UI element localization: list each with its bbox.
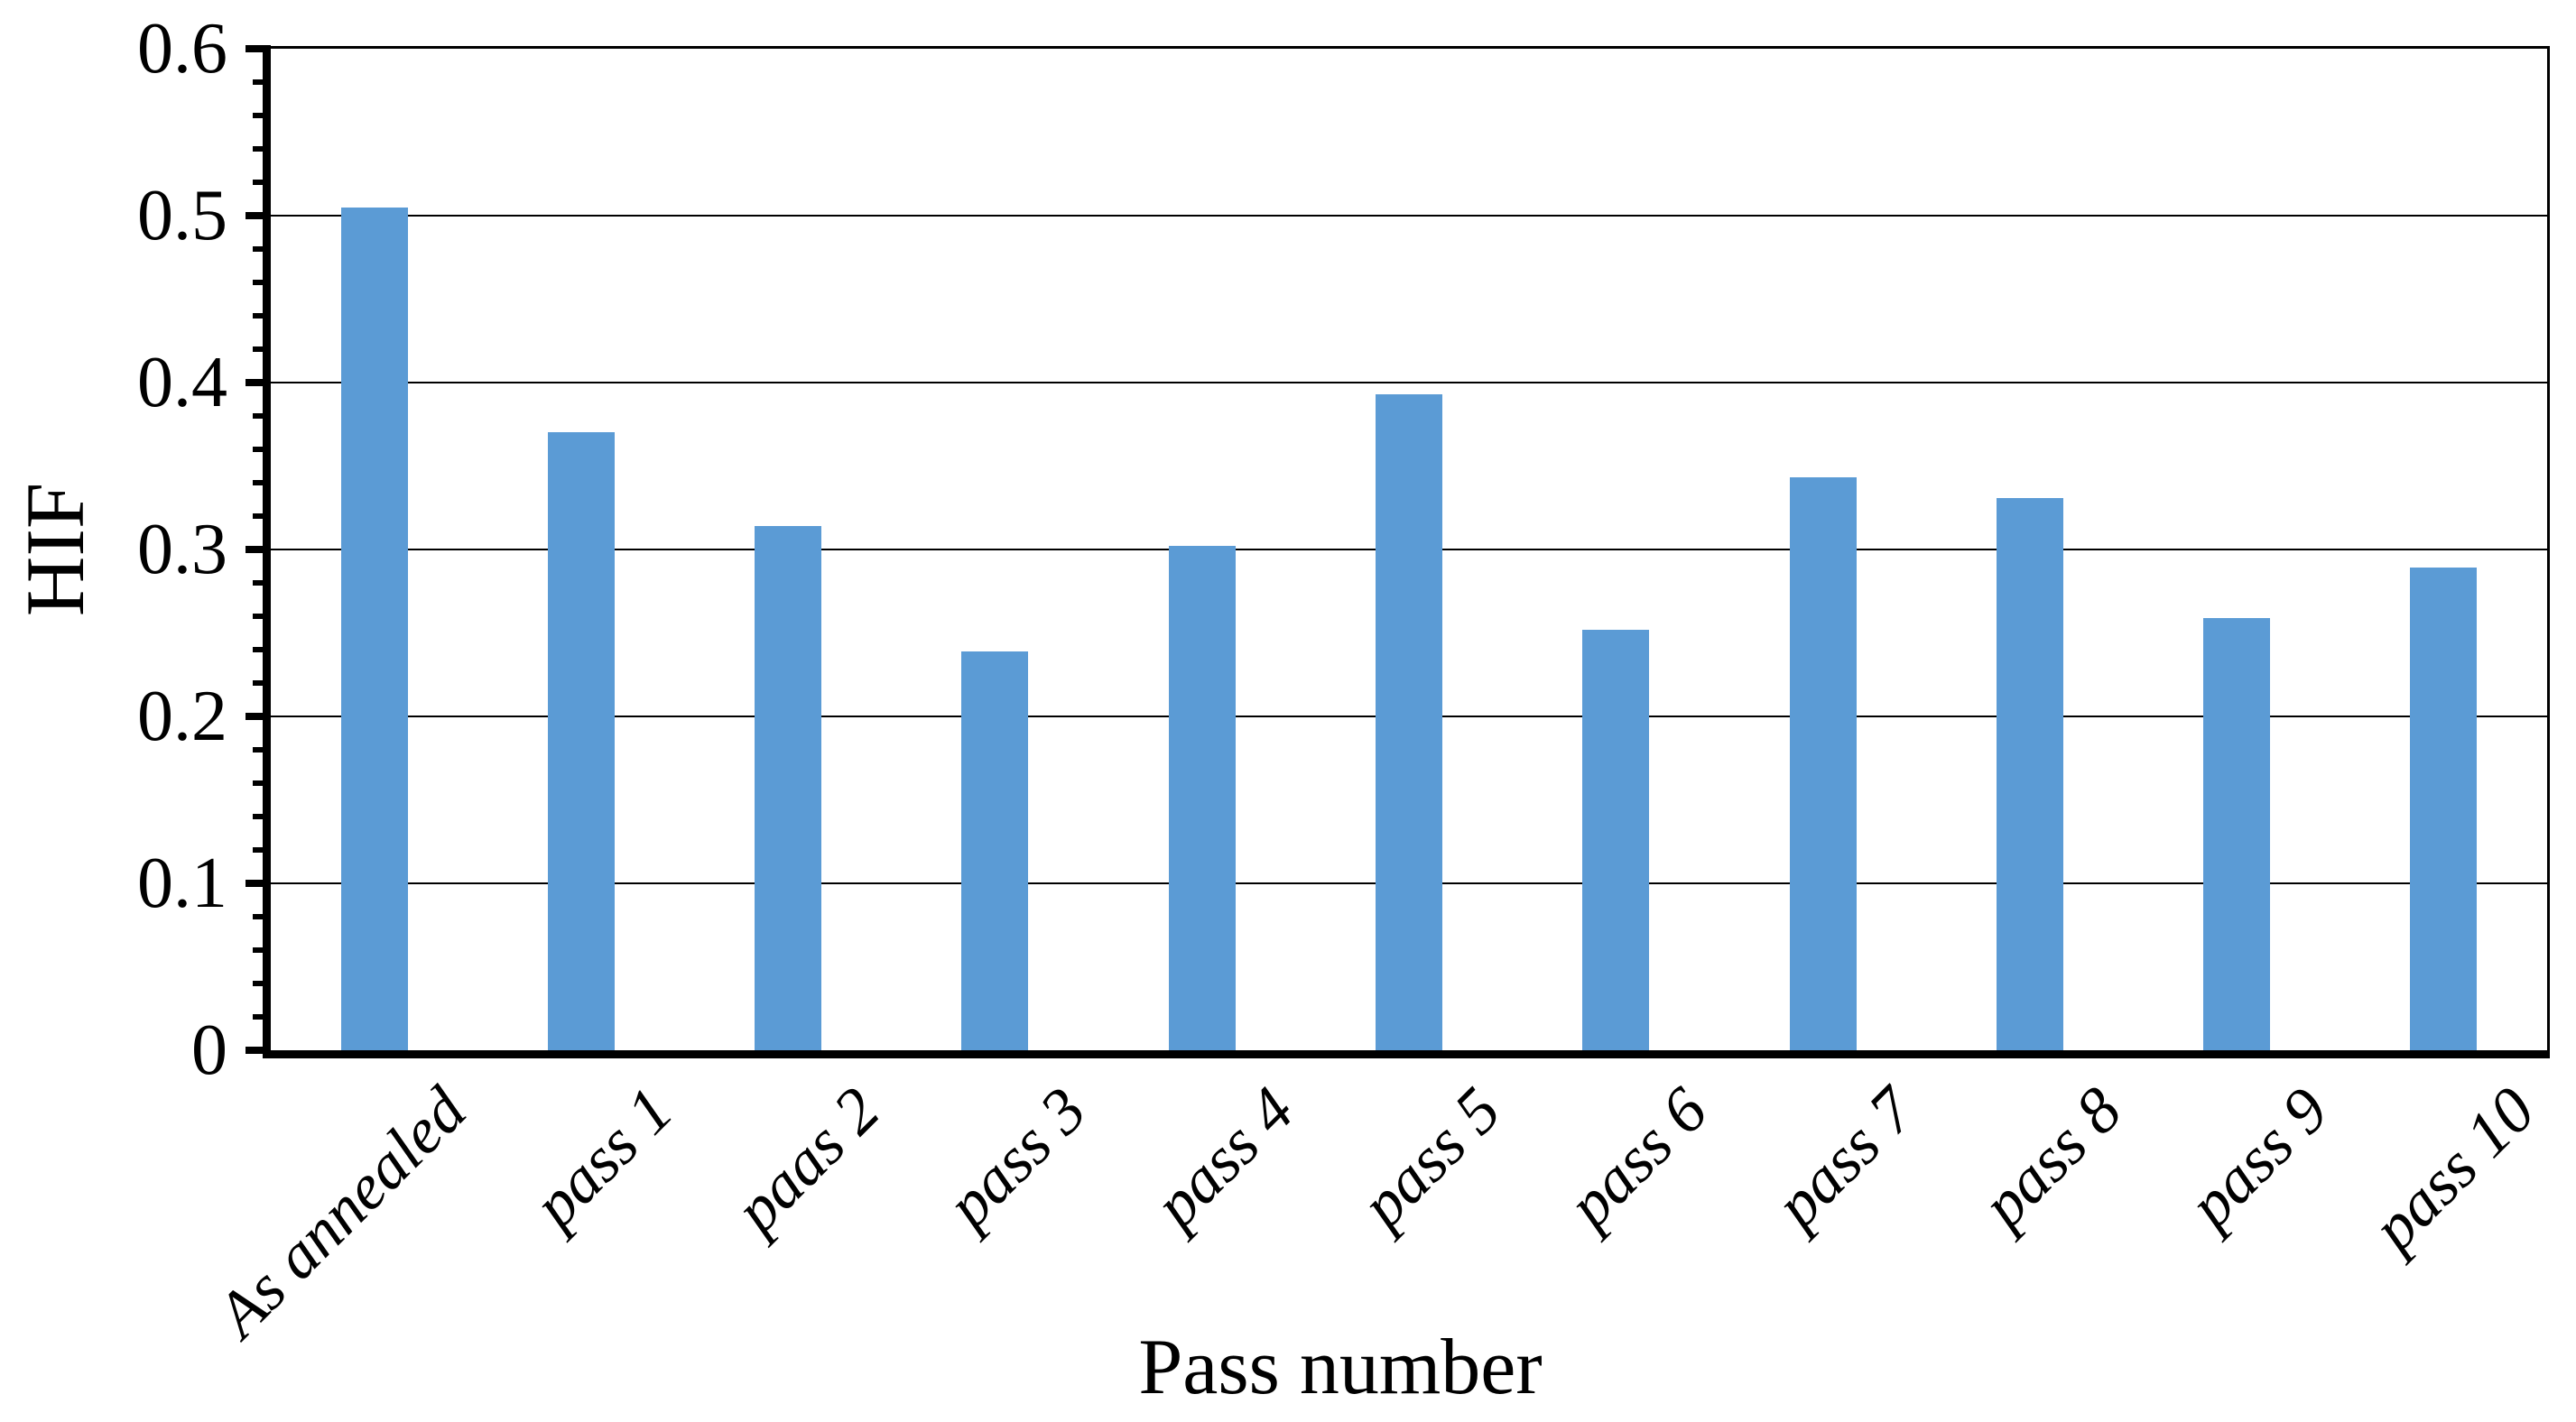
- y-minor-tick: [253, 647, 271, 652]
- y-tick-label: 0: [191, 1011, 227, 1090]
- y-major-tick: [246, 379, 271, 386]
- y-tick-label: 0.3: [137, 510, 227, 589]
- y-major-tick: [246, 546, 271, 553]
- y-minor-tick: [253, 914, 271, 919]
- y-minor-tick: [253, 580, 271, 586]
- bar-pass-6: [1582, 630, 1649, 1050]
- y-minor-tick: [253, 447, 271, 452]
- y-minor-tick: [253, 79, 271, 85]
- y-minor-tick: [253, 113, 271, 118]
- x-tick-label: paas 2: [720, 1073, 894, 1246]
- y-major-tick: [246, 45, 271, 52]
- gridline: [271, 215, 2547, 217]
- y-minor-tick: [253, 180, 271, 185]
- bar-pass-4: [1169, 546, 1236, 1050]
- x-tick-label: pass 1: [519, 1073, 687, 1242]
- y-minor-tick: [253, 747, 271, 753]
- y-minor-tick: [253, 981, 271, 986]
- bar-pass-1: [548, 432, 615, 1050]
- y-minor-tick: [253, 513, 271, 519]
- y-tick-label: 0.2: [137, 677, 227, 756]
- y-major-tick: [246, 212, 271, 219]
- y-major-tick: [246, 713, 271, 720]
- plot-area: [263, 46, 2550, 1058]
- bar-pass-5: [1376, 394, 1442, 1050]
- y-minor-tick: [253, 413, 271, 419]
- y-minor-tick: [253, 346, 271, 352]
- y-minor-tick: [253, 480, 271, 485]
- x-tick-label: pass 9: [2174, 1073, 2342, 1242]
- y-minor-tick: [253, 1014, 271, 1020]
- x-tick-label: pass 8: [1968, 1073, 2136, 1242]
- x-tick-label: pass 6: [1553, 1073, 1721, 1242]
- bar-as-annealed: [341, 208, 408, 1050]
- y-minor-tick: [253, 780, 271, 786]
- y-minor-tick: [253, 313, 271, 319]
- y-minor-tick: [253, 280, 271, 285]
- y-major-tick: [246, 880, 271, 887]
- x-axis-title-wrap: Pass number: [271, 1323, 2410, 1413]
- y-major-tick: [246, 1047, 271, 1054]
- x-tick-label: pass 7: [1761, 1073, 1929, 1242]
- y-tick-label: 0.4: [137, 343, 227, 422]
- y-minor-tick: [253, 614, 271, 619]
- gridline: [271, 382, 2547, 383]
- y-minor-tick: [253, 146, 271, 152]
- x-tick-label: pass 10: [2358, 1073, 2549, 1264]
- x-tick-label: pass 3: [932, 1073, 1100, 1242]
- y-tick-label: 0.5: [137, 176, 227, 255]
- bar-pass-7: [1790, 477, 1857, 1050]
- y-tick-label: 0.1: [137, 844, 227, 923]
- x-tick-label: As annealed: [202, 1073, 480, 1351]
- y-minor-tick: [253, 947, 271, 953]
- x-axis-title: Pass number: [1138, 1324, 1543, 1411]
- x-tick-label: pass 4: [1140, 1073, 1308, 1242]
- bar-pass-9: [2203, 618, 2270, 1050]
- bar-pass-3: [961, 651, 1028, 1050]
- y-minor-tick: [253, 680, 271, 686]
- y-minor-tick: [253, 847, 271, 853]
- x-tick-label: pass 5: [1347, 1073, 1515, 1242]
- bar-pass-10: [2410, 568, 2477, 1050]
- y-tick-label: 0.6: [137, 9, 227, 88]
- bar-pass-8: [1997, 498, 2063, 1050]
- y-minor-tick: [253, 814, 271, 819]
- y-minor-tick: [253, 246, 271, 252]
- bar-paas-2: [755, 526, 821, 1050]
